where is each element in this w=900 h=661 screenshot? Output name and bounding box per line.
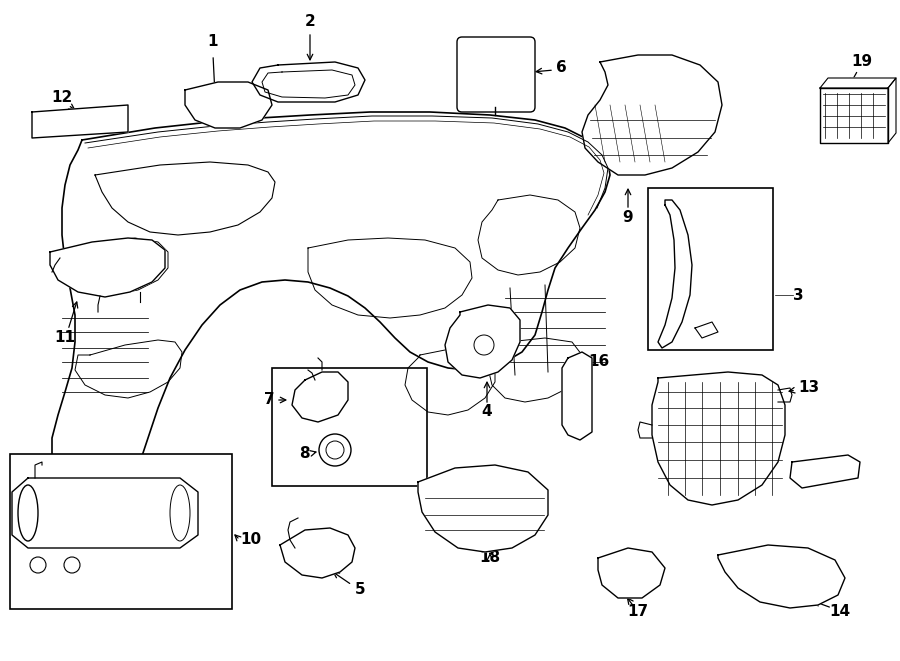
Text: 7: 7 <box>265 393 275 407</box>
Polygon shape <box>32 105 128 138</box>
Text: 1: 1 <box>208 34 218 50</box>
Text: 9: 9 <box>623 210 634 225</box>
Bar <box>272 368 427 486</box>
Polygon shape <box>718 545 845 608</box>
Polygon shape <box>185 82 272 128</box>
Ellipse shape <box>18 485 38 541</box>
Polygon shape <box>658 200 692 348</box>
Polygon shape <box>445 305 520 378</box>
Text: 5: 5 <box>355 582 365 598</box>
Text: 8: 8 <box>300 446 310 461</box>
Text: 12: 12 <box>51 91 73 106</box>
Text: 17: 17 <box>627 605 649 619</box>
Polygon shape <box>292 372 348 422</box>
Text: 14: 14 <box>830 605 850 619</box>
Polygon shape <box>820 78 896 88</box>
Polygon shape <box>52 112 610 495</box>
Polygon shape <box>790 455 860 488</box>
Text: 11: 11 <box>55 330 76 346</box>
Polygon shape <box>12 478 198 548</box>
Bar <box>648 188 773 350</box>
Polygon shape <box>562 352 592 440</box>
Bar <box>10 454 232 609</box>
Polygon shape <box>888 78 896 143</box>
Text: 18: 18 <box>480 551 500 566</box>
Polygon shape <box>280 528 355 578</box>
Polygon shape <box>582 55 722 175</box>
Text: 6: 6 <box>556 61 567 75</box>
Polygon shape <box>50 238 165 297</box>
Text: 16: 16 <box>588 354 609 369</box>
Polygon shape <box>598 548 665 598</box>
Text: 4: 4 <box>482 405 492 420</box>
Polygon shape <box>252 62 365 102</box>
Text: 19: 19 <box>851 54 873 69</box>
Text: 3: 3 <box>793 288 804 303</box>
Text: 10: 10 <box>240 533 261 547</box>
Circle shape <box>64 557 80 573</box>
Text: 15: 15 <box>832 463 853 477</box>
FancyBboxPatch shape <box>457 37 535 112</box>
Text: 13: 13 <box>798 381 819 395</box>
Polygon shape <box>418 465 548 552</box>
Circle shape <box>30 557 46 573</box>
Circle shape <box>319 434 351 466</box>
Text: 2: 2 <box>304 15 315 30</box>
Polygon shape <box>820 88 888 143</box>
Polygon shape <box>652 372 785 505</box>
